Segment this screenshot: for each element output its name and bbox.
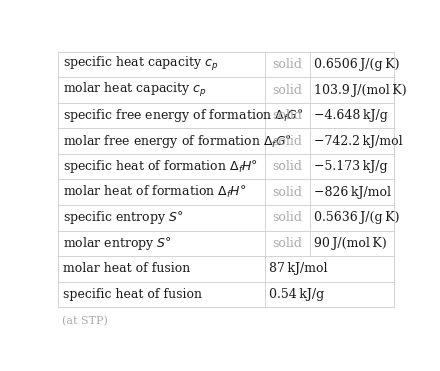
Text: specific free energy of formation $\Delta_f G$°: specific free energy of formation $\Delt… xyxy=(62,107,303,124)
Text: specific entropy $S$°: specific entropy $S$° xyxy=(62,209,183,226)
Text: solid: solid xyxy=(273,109,303,122)
Text: solid: solid xyxy=(273,211,303,224)
Text: solid: solid xyxy=(273,83,303,96)
Text: −4.648 kJ/g: −4.648 kJ/g xyxy=(315,109,388,122)
Text: solid: solid xyxy=(273,135,303,148)
Text: 0.5636 J/(g K): 0.5636 J/(g K) xyxy=(315,211,400,224)
Text: −5.173 kJ/g: −5.173 kJ/g xyxy=(315,160,388,173)
Text: molar heat capacity $c_p$: molar heat capacity $c_p$ xyxy=(62,81,206,99)
Text: solid: solid xyxy=(273,237,303,250)
Text: molar entropy $S$°: molar entropy $S$° xyxy=(62,235,171,252)
Text: specific heat capacity $c_p$: specific heat capacity $c_p$ xyxy=(62,55,218,73)
Text: solid: solid xyxy=(273,186,303,199)
Text: 0.54 kJ/g: 0.54 kJ/g xyxy=(269,288,324,301)
Text: 90 J/(mol K): 90 J/(mol K) xyxy=(315,237,387,250)
Text: 0.6506 J/(g K): 0.6506 J/(g K) xyxy=(315,58,400,71)
Text: molar free energy of formation $\Delta_f G$°: molar free energy of formation $\Delta_f… xyxy=(62,133,292,150)
Text: (at STP): (at STP) xyxy=(62,316,108,326)
Text: specific heat of formation $\Delta_f H$°: specific heat of formation $\Delta_f H$° xyxy=(62,158,257,175)
Text: molar heat of fusion: molar heat of fusion xyxy=(62,263,190,276)
Text: −826 kJ/mol: −826 kJ/mol xyxy=(315,186,392,199)
Text: 87 kJ/mol: 87 kJ/mol xyxy=(269,263,327,276)
Text: 103.9 J/(mol K): 103.9 J/(mol K) xyxy=(315,83,407,96)
Text: molar heat of formation $\Delta_f H$°: molar heat of formation $\Delta_f H$° xyxy=(62,184,246,200)
Text: −742.2 kJ/mol: −742.2 kJ/mol xyxy=(315,135,403,148)
Text: solid: solid xyxy=(273,160,303,173)
Text: solid: solid xyxy=(273,58,303,71)
Text: specific heat of fusion: specific heat of fusion xyxy=(62,288,202,301)
